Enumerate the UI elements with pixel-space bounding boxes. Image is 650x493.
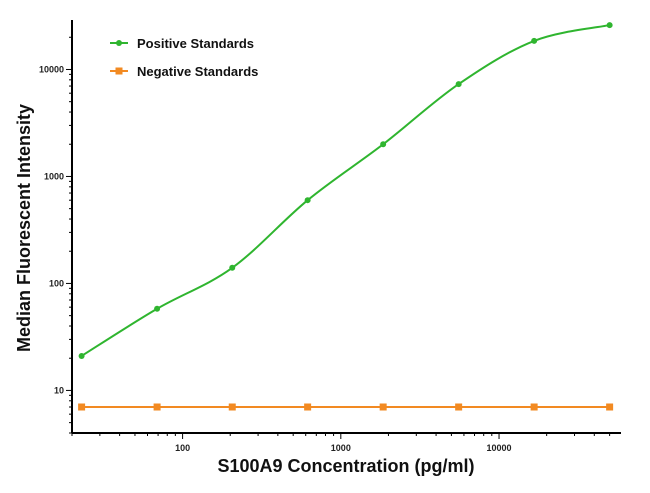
legend: Positive Standards Negative Standards: [110, 36, 258, 79]
data-point-negative: [78, 403, 86, 411]
series-line-0: [81, 24, 610, 357]
legend-marker: [116, 40, 122, 46]
data-point-positive: [78, 352, 85, 359]
x-axis-label: S100A9 Concentration (pg/ml): [217, 456, 474, 476]
legend-label: Negative Standards: [137, 64, 258, 79]
y-axis-label: Median Fluorescent Intensity: [14, 104, 34, 352]
data-point-negative: [153, 403, 161, 411]
legend-label: Positive Standards: [137, 36, 254, 51]
data-point-positive: [455, 81, 462, 88]
data-point-negative: [606, 403, 614, 411]
legend-marker: [115, 67, 123, 75]
data-point-positive: [531, 37, 538, 44]
y-tick-label: 1000: [44, 171, 64, 181]
data-point-negative: [530, 403, 538, 411]
data-point-negative: [379, 403, 387, 411]
y-tick-label: 100: [49, 278, 64, 288]
y-tick-label: 10000: [39, 64, 64, 74]
data-point-positive: [304, 197, 311, 204]
x-tick-label: 100: [175, 443, 190, 453]
x-tick-label: 1000: [331, 443, 351, 453]
data-point-negative: [228, 403, 236, 411]
data-point-negative: [304, 403, 312, 411]
axes: 10 100 1000 10000 100 1000 10000: [39, 20, 621, 453]
data-point-positive: [606, 22, 613, 29]
y-tick-label: 10: [54, 385, 64, 395]
data-point-negative: [455, 403, 463, 411]
x-tick-label: 10000: [487, 443, 512, 453]
data-point-positive: [154, 305, 161, 312]
data-point-positive: [380, 141, 387, 148]
series-layer: [78, 22, 614, 411]
data-point-positive: [229, 264, 236, 271]
